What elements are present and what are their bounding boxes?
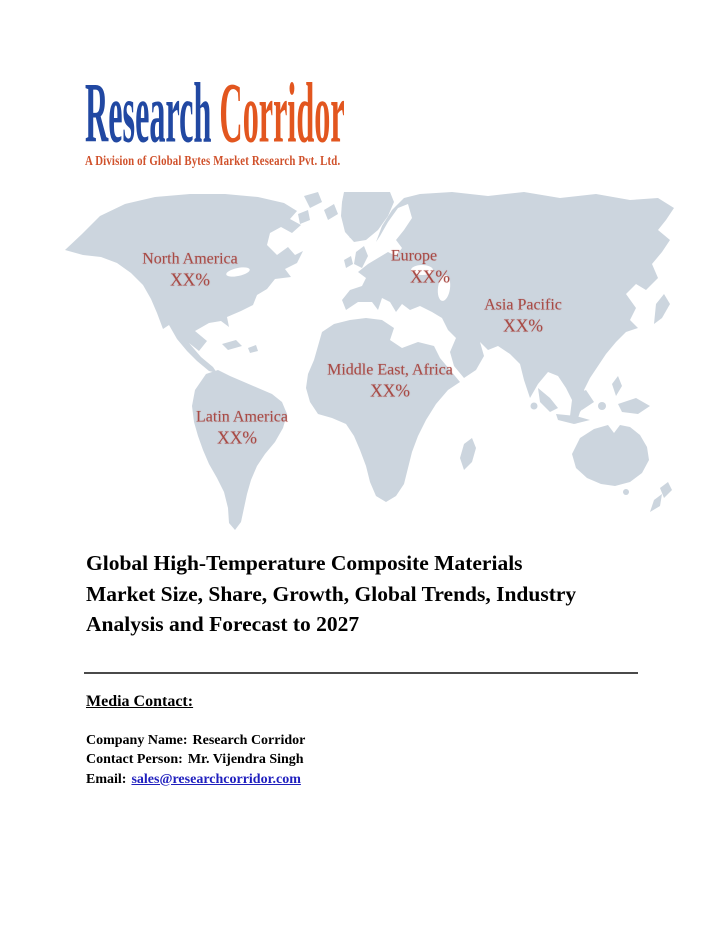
map-label-asia-pacific: Asia Pacific XX% xyxy=(484,296,562,337)
great-lakes xyxy=(226,267,250,277)
map-label-middle-east-africa: Middle East, Africa XX% xyxy=(327,361,453,402)
continent-north-america xyxy=(65,194,303,373)
arctic-islands xyxy=(298,192,338,224)
region-value: XX% xyxy=(410,266,450,287)
sulawesi xyxy=(598,402,606,410)
australia xyxy=(572,425,649,486)
region-name: Asia Pacific xyxy=(484,296,562,314)
region-name: Latin America xyxy=(196,408,288,426)
world-map: North America XX% Europe XX% Asia Pacifi… xyxy=(60,192,680,532)
world-map-graphic xyxy=(65,192,674,530)
contact-person-line: Contact Person: Mr. Vijendra Singh xyxy=(86,750,305,769)
new-zealand xyxy=(650,482,672,512)
caspian-sea xyxy=(437,275,451,301)
region-value: XX% xyxy=(170,269,210,290)
japan xyxy=(654,294,670,324)
map-label-north-america: North America XX% xyxy=(142,250,238,291)
contact-block: Company Name: Research Corridor Contact P… xyxy=(86,731,305,789)
british-isles xyxy=(344,246,368,268)
iceland xyxy=(346,226,360,238)
black-sea xyxy=(411,265,433,275)
region-name: North America xyxy=(142,250,238,268)
region-value: XX% xyxy=(370,380,410,401)
tasmania xyxy=(623,489,629,495)
map-label-europe: Europe XX% xyxy=(390,247,450,288)
sri-lanka xyxy=(530,402,538,410)
logo-tagline: A Division of Global Bytes Market Resear… xyxy=(85,153,341,168)
logo-word-research: Research xyxy=(85,67,212,162)
madagascar xyxy=(460,438,476,470)
logo-space xyxy=(211,67,219,161)
logo-word-corridor: Corridor xyxy=(219,67,345,162)
company-name-line: Company Name: Research Corridor xyxy=(86,731,305,750)
email-link[interactable]: sales@researchcorridor.com xyxy=(131,771,301,787)
horizontal-divider xyxy=(84,672,638,674)
region-value: XX% xyxy=(217,427,257,448)
company-name-label: Company Name: xyxy=(86,733,188,748)
title-line-3: Analysis and Forecast to 2027 xyxy=(86,612,360,636)
research-corridor-logo: Research Corridor A Division of Global B… xyxy=(85,71,649,168)
title-line-2: Market Size, Share, Growth, Global Trend… xyxy=(86,581,577,606)
philippines xyxy=(612,376,622,396)
media-contact-heading: Media Contact: xyxy=(86,693,194,710)
caribbean-islands xyxy=(222,340,258,353)
contact-person-value: Mr. Vijendra Singh xyxy=(187,752,304,768)
logo-wordmark: Research Corridor xyxy=(85,71,345,157)
continent-africa xyxy=(306,318,460,502)
continent-south-america xyxy=(192,370,287,530)
region-name: Europe xyxy=(390,247,438,265)
region-value: XX% xyxy=(503,315,543,336)
report-title: Global High-Temperature Composite Materi… xyxy=(86,548,656,640)
region-name: Middle East, Africa xyxy=(327,361,453,379)
continent-eurasia xyxy=(342,192,674,424)
contact-person-label: Contact Person: xyxy=(86,752,183,768)
title-line-1: Global High-Temperature Composite Materi… xyxy=(86,551,523,575)
email-line: Email: sales@researchcorridor.com xyxy=(86,770,305,789)
map-label-latin-america: Latin America XX% xyxy=(196,408,288,449)
indonesia-islands xyxy=(538,388,650,424)
company-name-value: Research Corridor xyxy=(192,733,306,748)
email-label: Email: xyxy=(86,771,127,787)
